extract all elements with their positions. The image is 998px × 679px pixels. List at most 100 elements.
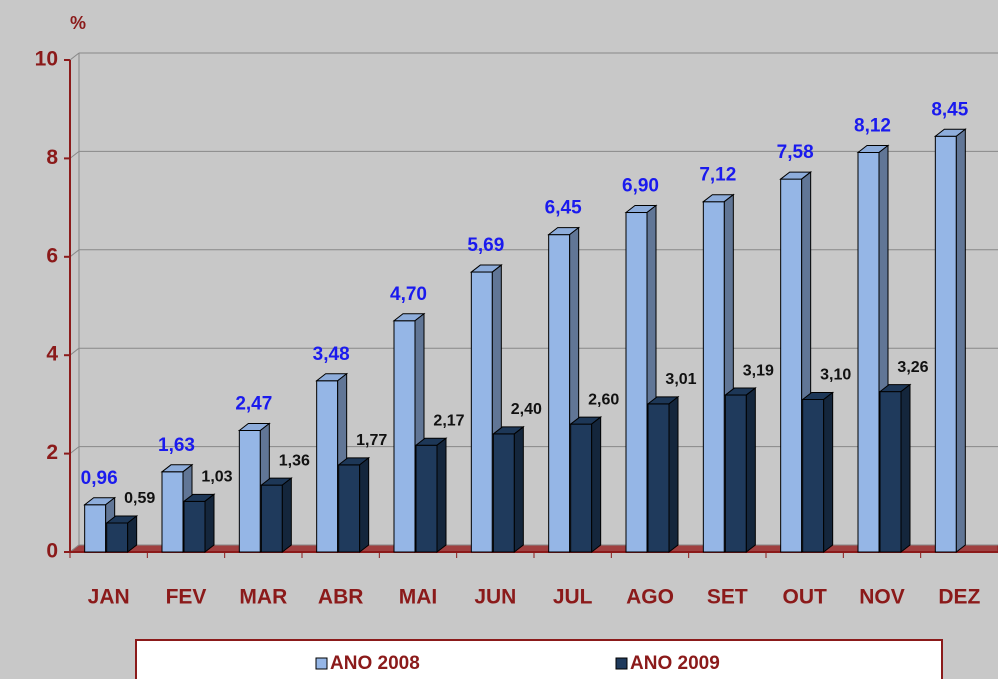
x-tick-label: MAR <box>239 586 287 609</box>
value-label: 3,26 <box>897 359 928 376</box>
grid-line-side <box>69 52 80 61</box>
bar <box>414 437 448 554</box>
bar-front <box>161 471 184 553</box>
value-label: 0,59 <box>124 490 155 507</box>
x-tick-label: MAI <box>399 586 438 609</box>
bar-side <box>436 437 447 554</box>
value-label: 1,63 <box>158 435 195 456</box>
value-label: 3,19 <box>743 362 774 379</box>
grid-line-side <box>69 249 80 258</box>
bar-front <box>702 201 725 553</box>
bar-side <box>745 387 756 554</box>
bar <box>337 456 371 554</box>
value-label: 5,69 <box>467 235 504 256</box>
value-label: 3,48 <box>313 344 350 365</box>
bar-side <box>591 416 602 554</box>
bar-front <box>415 444 438 553</box>
grid-line-side <box>69 347 80 356</box>
bar-front <box>238 429 261 553</box>
value-label: 6,90 <box>622 176 659 197</box>
value-label: 2,40 <box>511 401 542 418</box>
bar <box>569 416 603 554</box>
bar <box>182 493 216 554</box>
value-label: 1,77 <box>356 432 387 449</box>
bar-side <box>204 493 215 554</box>
value-label: 6,45 <box>545 198 582 219</box>
bar <box>646 395 680 554</box>
bar-front <box>647 403 670 553</box>
bar <box>878 383 912 554</box>
legend-swatch <box>615 657 628 670</box>
bar-front <box>934 135 957 553</box>
value-label: 1,03 <box>201 469 232 486</box>
value-label: 2,17 <box>433 412 464 429</box>
value-label: 2,47 <box>235 393 272 414</box>
grid-line-side <box>69 446 80 454</box>
value-label: 7,12 <box>699 165 736 186</box>
x-tick-label: FEV <box>166 586 207 609</box>
value-label: 3,10 <box>820 367 851 384</box>
value-label: 8,45 <box>931 99 968 120</box>
y-tick-label: 0 <box>46 540 58 563</box>
bar-side <box>513 425 524 554</box>
bar-front <box>260 484 283 553</box>
y-axis-label: % <box>70 13 86 33</box>
bar <box>801 391 835 554</box>
bar-front <box>879 391 902 553</box>
bar-side <box>823 391 834 554</box>
value-label: 7,58 <box>777 142 814 163</box>
y-tick-label: 4 <box>46 343 58 366</box>
value-label: 0,96 <box>81 468 118 489</box>
y-tick-label: 6 <box>46 244 58 267</box>
bar-front <box>570 423 593 553</box>
value-label: 4,70 <box>390 284 427 305</box>
bar-side <box>900 383 911 554</box>
value-label: 1,36 <box>279 452 310 469</box>
bar-front <box>316 380 339 553</box>
bar-front <box>84 504 107 553</box>
bar-front <box>106 522 129 553</box>
x-tick-label: AGO <box>626 586 674 609</box>
x-tick-label: JAN <box>88 586 130 609</box>
legend-label: ANO 2008 <box>330 653 420 674</box>
bar-front <box>393 320 416 553</box>
bar-front <box>780 178 803 553</box>
bar-side <box>281 477 292 554</box>
bar-front <box>802 398 825 553</box>
legend-swatch <box>315 657 328 670</box>
x-tick-label: JUL <box>553 586 593 609</box>
bar-front <box>625 212 648 553</box>
legend-label: ANO 2009 <box>630 653 720 674</box>
x-tick-label: OUT <box>783 586 828 609</box>
bar-front <box>492 433 515 553</box>
bar <box>259 477 293 554</box>
bar <box>933 128 967 554</box>
bar-side <box>668 395 679 554</box>
value-label: 8,12 <box>854 116 891 137</box>
y-tick-label: 8 <box>46 146 58 169</box>
bar <box>105 514 139 554</box>
x-tick-label: NOV <box>859 586 905 609</box>
y-tick-label: 10 <box>35 48 58 71</box>
bar-front <box>724 394 747 553</box>
bar <box>491 425 525 554</box>
x-tick-label: SET <box>707 586 748 609</box>
bar-side <box>127 514 138 554</box>
value-label: 2,60 <box>588 391 619 408</box>
grid-line-side <box>69 151 80 159</box>
bar <box>723 387 757 554</box>
bar-front <box>338 464 361 553</box>
bar-front <box>183 500 206 553</box>
bar-side <box>955 128 966 554</box>
back-wall <box>79 53 998 545</box>
bar-front <box>857 151 880 553</box>
legend-box <box>135 639 943 679</box>
x-tick-label: DEZ <box>938 586 980 609</box>
y-tick-label: 2 <box>46 441 58 464</box>
value-label: 3,01 <box>665 371 696 388</box>
bar-front <box>548 234 571 553</box>
bar-side <box>359 456 370 554</box>
x-tick-label: ABR <box>318 586 364 609</box>
